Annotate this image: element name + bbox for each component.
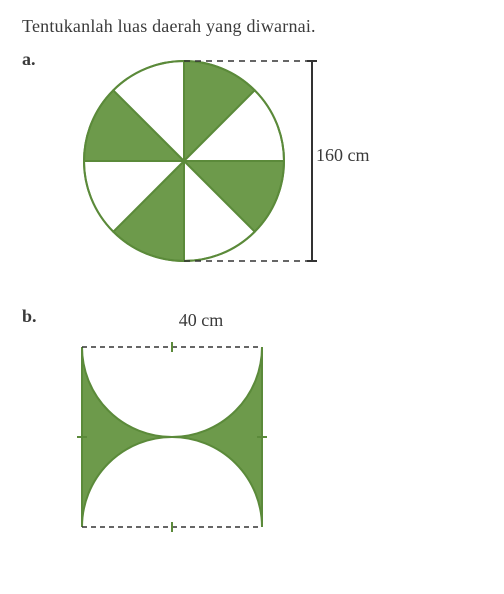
figure-b-container: 40 cm — [68, 310, 278, 548]
part-a-row: a. 160 cm — [22, 47, 482, 276]
figure-a-container: 160 cm — [82, 51, 382, 276]
figure-a-dimension-label: 160 cm — [316, 145, 370, 166]
figure-b-dimension-label: 40 cm — [124, 310, 278, 331]
instruction-text: Tentukanlah luas daerah yang diwarnai. — [22, 16, 482, 37]
part-a-label: a. — [22, 47, 50, 70]
figure-b-svg — [68, 333, 278, 543]
part-b-label: b. — [22, 304, 50, 327]
part-b-row: b. 40 cm — [22, 304, 482, 548]
